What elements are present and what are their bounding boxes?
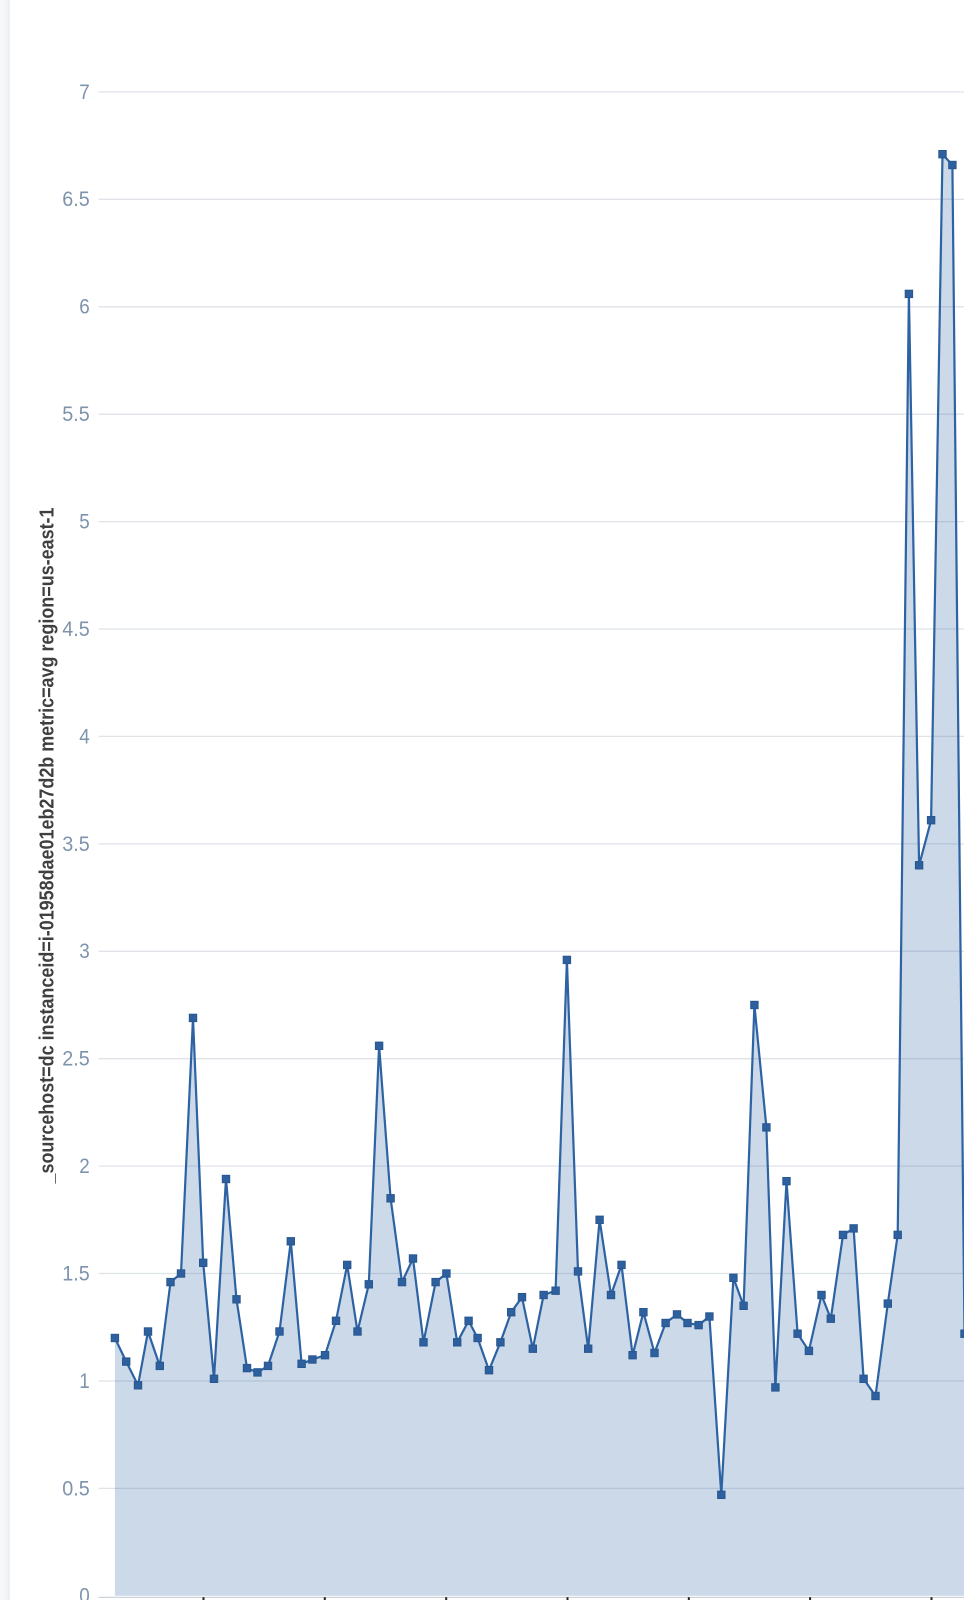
svg-text:3.5: 3.5 xyxy=(62,833,90,856)
svg-text:2.5: 2.5 xyxy=(62,1048,90,1071)
svg-text:0.5: 0.5 xyxy=(62,1477,90,1500)
svg-text:_sourcehost=dc instanceid=i-01: _sourcehost=dc instanceid=i-01958dae01eb… xyxy=(37,507,59,1184)
svg-text:1.5: 1.5 xyxy=(62,1262,90,1285)
svg-text:0: 0 xyxy=(79,1585,90,1600)
svg-text:6.5: 6.5 xyxy=(62,188,90,211)
svg-text:6: 6 xyxy=(79,296,90,319)
svg-text:4: 4 xyxy=(79,725,90,748)
svg-text:1: 1 xyxy=(79,1370,90,1393)
svg-text:5.5: 5.5 xyxy=(62,403,90,426)
svg-text:4.5: 4.5 xyxy=(62,618,90,641)
svg-text:3: 3 xyxy=(79,940,90,963)
svg-text:5: 5 xyxy=(79,511,90,534)
svg-text:2: 2 xyxy=(79,1155,90,1178)
svg-text:7: 7 xyxy=(79,81,90,104)
